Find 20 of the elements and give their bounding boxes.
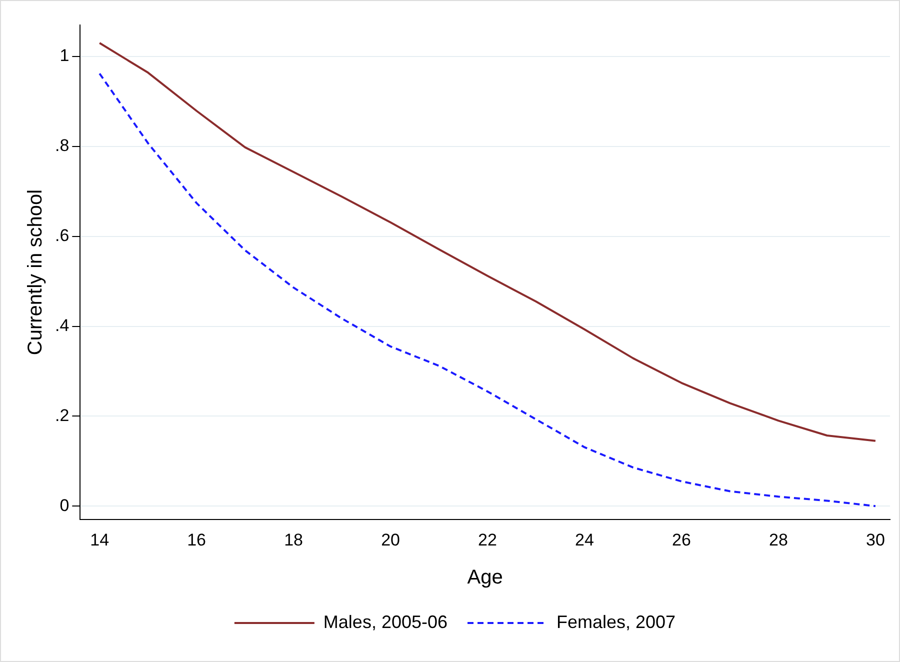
y-tick-label: .6 (54, 226, 70, 246)
x-tick-label: 14 (90, 530, 110, 550)
legend-label: Females, 2007 (556, 612, 676, 632)
x-tick-label: 16 (187, 530, 206, 550)
line-series (98, 72, 876, 508)
x-tick-label: 18 (284, 530, 304, 550)
legend-label: Males, 2005-06 (323, 612, 448, 632)
x-tick-label: 28 (769, 530, 788, 550)
x-tick-label: 22 (478, 530, 497, 550)
y-tick-label: 0 (60, 496, 70, 515)
x-tick-label: 30 (866, 530, 885, 550)
y-tick-label: .8 (54, 136, 70, 156)
x-tick-label: 24 (575, 530, 594, 550)
y-axis-title: Currently in school (24, 189, 47, 356)
x-axis-title: Age (467, 566, 503, 589)
x-tick-label: 26 (672, 530, 691, 550)
x-tick-label: 20 (381, 530, 400, 550)
y-tick-label: .2 (54, 406, 70, 425)
y-tick-label: 1 (60, 46, 70, 66)
y-tick-label: .4 (54, 316, 70, 335)
